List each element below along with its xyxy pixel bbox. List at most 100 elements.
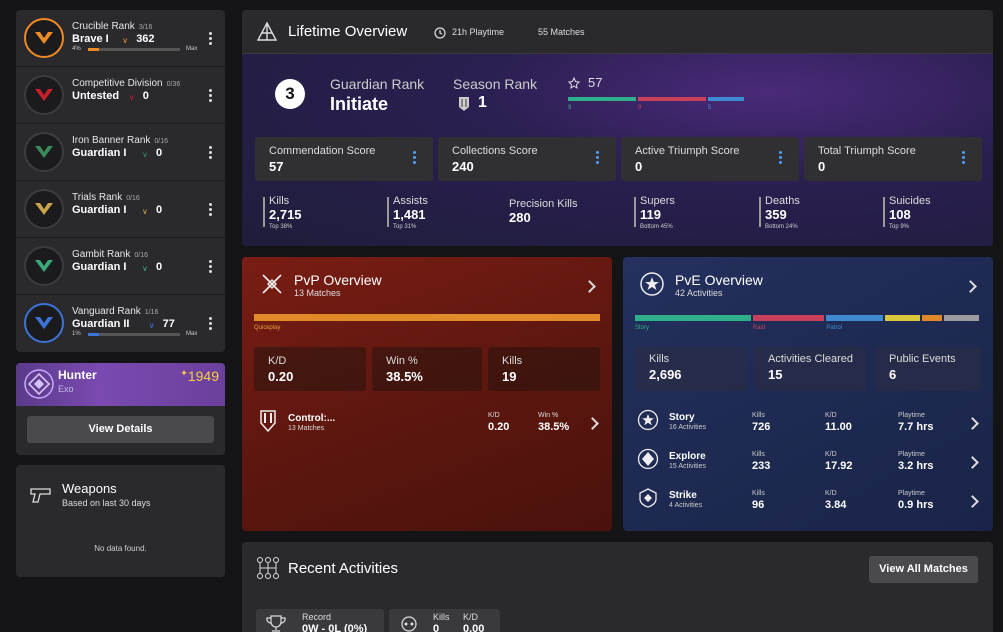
lifetime-header <box>242 10 993 54</box>
pve-segment-label: Raid <box>752 325 766 331</box>
kebab-dot <box>209 156 212 159</box>
rank-points: 0 <box>156 147 163 159</box>
rank-name: Iron Banner Rank 0/16 <box>72 135 168 146</box>
score-card[interactable]: Collections Score 240 <box>438 137 616 181</box>
rank-more-options-icon[interactable] <box>209 146 213 159</box>
stat-value: 1,481 <box>393 207 426 222</box>
view-details-button[interactable]: View Details <box>27 416 214 443</box>
control-mode-sub: 13 Matches <box>288 425 325 432</box>
pve-stat-value: 6 <box>889 367 897 382</box>
rank-progress-label: 4% <box>72 46 81 52</box>
kebab-dot <box>209 32 212 35</box>
kebab-dot <box>209 327 212 330</box>
rank-row[interactable]: Vanguard Rank 1/16 Guardian II ∨ 77 1% Max <box>16 295 225 352</box>
pvp-stat-label: K/D <box>268 355 287 367</box>
rank-progress-fill <box>88 333 100 336</box>
pve-activity-row[interactable]: Explore 15 Activities Kills 233 K/D 17.92 Play… <box>623 448 993 482</box>
activity-expand-chevron[interactable] <box>966 456 979 469</box>
rank-tier: Guardian II <box>72 318 130 330</box>
activity-expand-chevron[interactable] <box>966 495 979 508</box>
rank-points: 362 <box>136 33 155 45</box>
rank-more-options-icon[interactable] <box>209 203 213 216</box>
rank-more-options-icon[interactable] <box>209 260 213 273</box>
score-card[interactable]: Commendation Score 57 <box>255 137 433 181</box>
skull-icon <box>399 615 419 632</box>
kebab-dot <box>962 156 965 159</box>
score-card[interactable]: Active Triumph Score 0 <box>621 137 799 181</box>
pvp-expand-chevron[interactable] <box>583 280 596 293</box>
control-expand-chevron[interactable] <box>586 417 599 430</box>
kebab-dot <box>209 270 212 273</box>
stat-label: Deaths <box>765 195 800 207</box>
view-all-matches-button[interactable]: View All Matches <box>869 556 978 583</box>
rank-row[interactable]: Gambit Rank 0/16 Guardian I ∨ 0 <box>16 238 225 295</box>
activity-kills-label: Kills <box>752 490 765 497</box>
pyramid-icon <box>256 21 278 48</box>
rank-tier: Guardian I <box>72 261 127 273</box>
stat-divider <box>634 197 636 227</box>
lifetime-title: Lifetime Overview <box>288 23 408 40</box>
control-mode-icon <box>258 409 278 438</box>
rank-points: 0 <box>142 90 149 102</box>
rank-points: 0 <box>156 204 163 216</box>
pvp-stat-value: 38.5% <box>386 369 423 384</box>
activity-kd-value: 17.92 <box>825 460 853 472</box>
rank-emblem-icon <box>24 75 64 115</box>
rank-row[interactable]: Iron Banner Rank 0/16 Guardian I ∨ 0 <box>16 124 225 181</box>
score-more-options-icon[interactable] <box>962 151 966 164</box>
control-kd-value: 0.20 <box>488 421 510 433</box>
rank-name-text: Trials Rank <box>72 192 123 203</box>
rank-name-text: Iron Banner Rank <box>72 135 151 146</box>
pvp-stat-label: Kills <box>502 355 523 367</box>
score-card[interactable]: Total Triumph Score 0 <box>804 137 982 181</box>
score-more-options-icon[interactable] <box>596 151 600 164</box>
pve-activity-row[interactable]: Story 16 Activities Kills 726 K/D 11.00 Playti… <box>623 409 993 443</box>
rank-emblem-icon <box>24 18 64 58</box>
rank-step: 1/16 <box>144 309 159 316</box>
rank-row[interactable]: Trials Rank 0/16 Guardian I ∨ 0 <box>16 181 225 238</box>
triumph-segment <box>568 97 636 101</box>
quickplay-bar <box>254 314 600 321</box>
pve-overview-panel: PvE Overview 42 Activities Story Raid Patr… <box>623 257 993 531</box>
activity-expand-chevron[interactable] <box>966 417 979 430</box>
score-more-options-icon[interactable] <box>779 151 783 164</box>
rank-more-options-icon[interactable] <box>209 32 213 45</box>
stat-value: 108 <box>889 207 911 222</box>
lifetime-stat: Precision Kills 280 <box>509 198 577 225</box>
rank-row[interactable]: Competitive Division 0/36 Untested ∨ 0 <box>16 67 225 124</box>
pve-stat-label: Public Events <box>889 353 956 365</box>
rank-row[interactable]: Crucible Rank 3/16 Brave I ∨ 362 4% Max <box>16 10 225 67</box>
stat-divider <box>387 197 389 227</box>
crossed-swords-icon <box>260 272 284 301</box>
rank-step: 0/36 <box>166 81 181 88</box>
rank-chevron-icon: ∨ <box>122 36 129 45</box>
rank-more-options-icon[interactable] <box>209 89 213 102</box>
rank-emblem-icon <box>24 189 64 229</box>
stat-value: 119 <box>640 207 661 222</box>
score-more-options-icon[interactable] <box>413 151 417 164</box>
activity-kills-value: 726 <box>752 421 771 433</box>
kebab-dot <box>209 151 212 154</box>
kebab-dot <box>209 42 212 45</box>
rank-more-options-icon[interactable] <box>209 317 213 330</box>
pve-stat-value: 2,696 <box>649 367 682 382</box>
pve-expand-chevron[interactable] <box>964 280 977 293</box>
activity-playtime-value: 0.9 hrs <box>898 499 934 511</box>
pve-stat-tile: Public Events 6 <box>875 347 981 391</box>
score-value: 57 <box>269 159 284 174</box>
activity-playtime-value: 3.2 hrs <box>898 460 934 472</box>
record-value: 0W - 0L (0%) <box>302 623 368 632</box>
control-mode-name: Control:... <box>288 413 336 424</box>
guardian-rank-value: Initiate <box>330 94 389 114</box>
pve-activity-row[interactable]: Strike 4 Activities Kills 96 K/D 3.84 Playtime… <box>623 487 993 521</box>
kebab-dot <box>413 151 416 154</box>
activity-kills-value: 96 <box>752 499 765 511</box>
quickplay-label: Quickplay <box>254 325 281 331</box>
rank-progress-label: 1% <box>72 331 81 337</box>
rank-emblem-icon <box>24 132 64 172</box>
kebab-dot <box>209 146 212 149</box>
lifetime-stat: Suicides 108 Top 9% <box>883 195 931 230</box>
triumph-segment <box>708 97 744 101</box>
activity-name: Explore <box>669 451 706 462</box>
rank-emblem-icon <box>24 303 64 343</box>
